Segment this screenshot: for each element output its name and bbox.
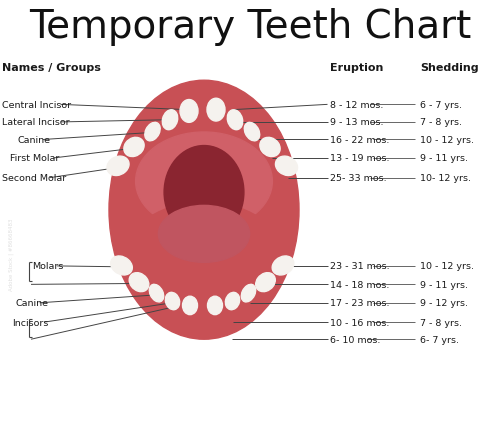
Text: 8 - 12 mos.: 8 - 12 mos. [330, 101, 384, 110]
Ellipse shape [272, 256, 294, 276]
Ellipse shape [207, 99, 225, 122]
Text: 25- 33 mos.: 25- 33 mos. [330, 174, 386, 183]
Ellipse shape [128, 203, 280, 301]
Ellipse shape [124, 138, 144, 157]
Text: 10 - 12 yrs.: 10 - 12 yrs. [420, 262, 474, 271]
Ellipse shape [109, 81, 299, 339]
Ellipse shape [164, 146, 244, 239]
Text: Temporary Teeth Chart: Temporary Teeth Chart [29, 8, 471, 46]
Text: Lateral Incisor: Lateral Incisor [2, 118, 70, 127]
Text: First Molar: First Molar [10, 154, 59, 163]
Text: Canine: Canine [15, 299, 48, 307]
Text: 9 - 12 yrs.: 9 - 12 yrs. [420, 299, 468, 307]
Ellipse shape [260, 138, 280, 157]
Text: Names / Groups: Names / Groups [2, 63, 102, 73]
Ellipse shape [242, 285, 256, 302]
Text: 6- 10 mos.: 6- 10 mos. [330, 335, 380, 344]
Text: Canine: Canine [18, 136, 50, 145]
Ellipse shape [276, 157, 297, 176]
Text: 16 - 22 mos.: 16 - 22 mos. [330, 136, 390, 145]
Text: 9 - 13 mos.: 9 - 13 mos. [330, 118, 384, 127]
Ellipse shape [129, 273, 149, 292]
Ellipse shape [158, 206, 250, 263]
Text: Adobe Stock | #86668483: Adobe Stock | #86668483 [8, 218, 14, 290]
Ellipse shape [107, 157, 129, 176]
Text: 13 - 19 mos.: 13 - 19 mos. [330, 154, 390, 163]
Ellipse shape [244, 123, 260, 141]
Text: Shedding: Shedding [420, 63, 478, 73]
Text: Incisors: Incisors [12, 318, 49, 327]
Ellipse shape [150, 285, 164, 302]
Text: Second Molar: Second Molar [2, 174, 67, 183]
Ellipse shape [162, 110, 178, 131]
Text: 7 - 8 yrs.: 7 - 8 yrs. [420, 118, 462, 127]
Ellipse shape [208, 297, 222, 315]
Text: 9 - 11 yrs.: 9 - 11 yrs. [420, 154, 468, 163]
Text: 14 - 18 mos.: 14 - 18 mos. [330, 280, 390, 289]
Ellipse shape [228, 110, 242, 131]
Ellipse shape [182, 297, 198, 315]
Text: 10 - 12 yrs.: 10 - 12 yrs. [420, 136, 474, 145]
Text: 9 - 11 yrs.: 9 - 11 yrs. [420, 280, 468, 289]
Text: 6 - 7 yrs.: 6 - 7 yrs. [420, 101, 462, 110]
Ellipse shape [136, 133, 272, 231]
Text: 23 - 31 mos.: 23 - 31 mos. [330, 262, 390, 271]
Text: 10 - 16 mos.: 10 - 16 mos. [330, 318, 390, 327]
Text: 10- 12 yrs.: 10- 12 yrs. [420, 174, 471, 183]
Text: Molars: Molars [32, 262, 64, 271]
Text: 7 - 8 yrs.: 7 - 8 yrs. [420, 318, 462, 327]
Text: Central Incisor: Central Incisor [2, 101, 71, 110]
Text: 17 - 23 mos.: 17 - 23 mos. [330, 299, 390, 307]
Ellipse shape [166, 293, 179, 310]
Text: 6- 7 yrs.: 6- 7 yrs. [420, 335, 459, 344]
Ellipse shape [180, 100, 198, 123]
Ellipse shape [110, 256, 132, 276]
Text: Eruption: Eruption [330, 63, 384, 73]
Ellipse shape [256, 273, 276, 292]
Ellipse shape [145, 123, 160, 141]
Ellipse shape [226, 293, 239, 310]
